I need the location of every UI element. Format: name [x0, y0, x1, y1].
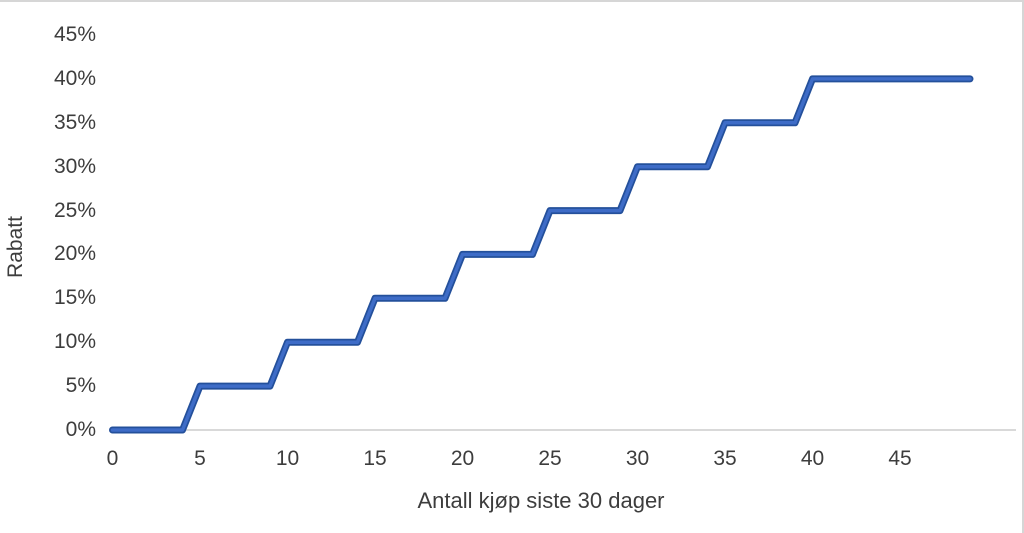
y-axis-title: Rabatt [4, 216, 27, 278]
y-tick-label: 35% [53, 110, 96, 134]
y-tick-label: 40% [53, 66, 96, 90]
x-tick-label: 35 [713, 447, 737, 470]
discount-step-line [110, 77, 972, 432]
x-tick-label: 5 [194, 447, 206, 470]
x-tick-label: 10 [275, 447, 300, 470]
x-tick-label: 25 [538, 447, 562, 470]
x-tick-label: 40 [800, 447, 825, 470]
y-tick-label: 0% [65, 418, 96, 441]
y-tick-label: 45% [53, 23, 96, 46]
x-tick-label: 45 [888, 447, 912, 470]
x-tick-label: 20 [450, 447, 475, 470]
x-axis-title: Antall kjøp siste 30 dager [417, 488, 665, 513]
y-tick-label: 20% [53, 242, 96, 266]
y-tick-label: 15% [53, 286, 96, 310]
y-tick-label: 30% [53, 154, 96, 178]
y-tick-label: 5% [65, 374, 96, 398]
discount-step-line-edge [109, 75, 974, 434]
x-tick-label: 0 [106, 447, 119, 470]
y-tick-label: 10% [53, 330, 96, 354]
x-tick-label: 15 [363, 447, 387, 470]
y-tick-label: 25% [53, 198, 96, 222]
x-tick-label: 30 [625, 447, 650, 470]
